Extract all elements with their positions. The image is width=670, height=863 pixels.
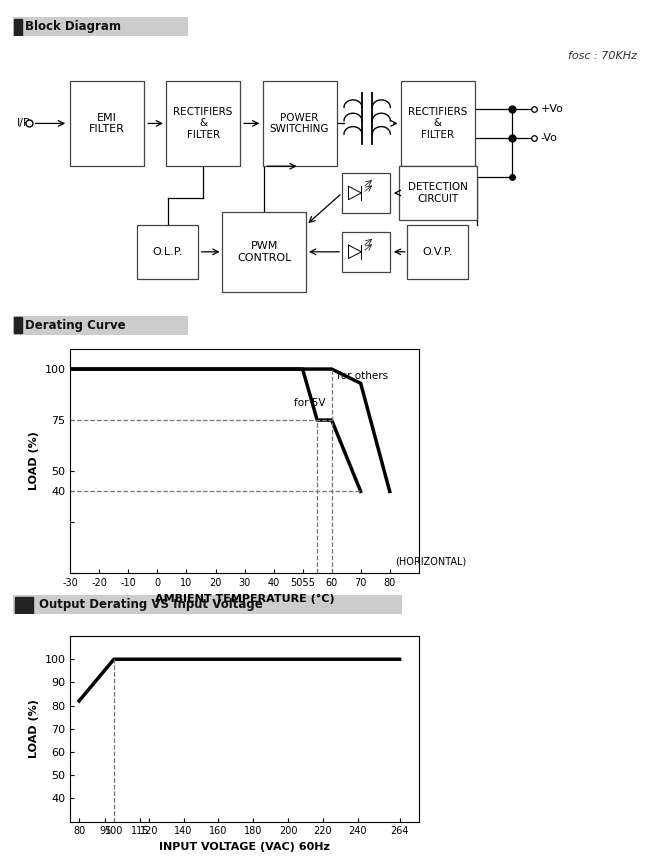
Bar (263, 80, 336, 167)
Text: (HORIZONTAL): (HORIZONTAL) (395, 557, 467, 567)
X-axis label: AMBIENT TEMPERATURE (°C): AMBIENT TEMPERATURE (°C) (155, 594, 334, 603)
Text: RECTIFIERS
&
FILTER: RECTIFIERS & FILTER (408, 107, 468, 140)
Text: for 5V: for 5V (294, 398, 326, 407)
Text: -Vo: -Vo (541, 133, 557, 143)
Bar (342, 232, 390, 272)
Bar (166, 80, 240, 167)
Text: DETECTION
CIRCUIT: DETECTION CIRCUIT (408, 182, 468, 204)
Text: I/P: I/P (17, 118, 30, 129)
X-axis label: INPUT VOLTAGE (VAC) 60Hz: INPUT VOLTAGE (VAC) 60Hz (159, 842, 330, 852)
Bar (222, 211, 306, 292)
Bar (401, 80, 475, 167)
Y-axis label: LOAD (%): LOAD (%) (29, 432, 39, 490)
Y-axis label: LOAD (%): LOAD (%) (29, 699, 39, 759)
Text: O.L.P.: O.L.P. (153, 247, 183, 257)
Bar (15, 597, 33, 613)
Bar (14, 318, 22, 333)
Text: Block Diagram: Block Diagram (25, 20, 121, 34)
Text: RECTIFIERS
&
FILTER: RECTIFIERS & FILTER (174, 107, 233, 140)
Text: PWM
CONTROL: PWM CONTROL (237, 241, 291, 262)
Text: EMI
FILTER: EMI FILTER (88, 112, 125, 135)
Bar (137, 225, 198, 279)
Text: O.V.P.: O.V.P. (423, 247, 453, 257)
Text: +Vo: +Vo (541, 104, 563, 114)
Bar (407, 225, 468, 279)
Bar (70, 80, 143, 167)
Bar (342, 173, 390, 213)
Text: Output Derating VS Input Voltage: Output Derating VS Input Voltage (39, 598, 263, 612)
Text: Derating Curve: Derating Curve (25, 318, 125, 332)
Text: POWER
SWITCHING: POWER SWITCHING (270, 112, 330, 135)
Bar (14, 19, 22, 35)
Bar (399, 167, 476, 220)
Text: for others: for others (338, 371, 389, 381)
Text: fosc : 70KHz: fosc : 70KHz (568, 51, 637, 61)
